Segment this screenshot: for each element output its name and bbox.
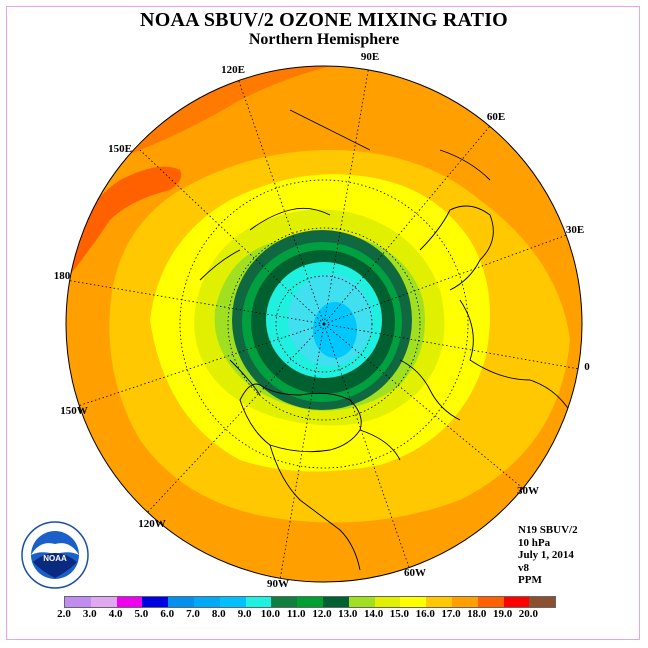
- colorbar-tick-label: 2.0: [57, 608, 71, 620]
- map-frame: [6, 6, 640, 640]
- colorbar-swatch: [219, 597, 246, 607]
- logo-text: NOAA: [43, 554, 67, 563]
- info-version: v8: [518, 561, 529, 574]
- colorbar-tick-label: 16.0: [415, 608, 435, 620]
- lon-label-150w: 150W: [60, 405, 88, 417]
- graticule: [66, 66, 582, 581]
- colorbar-swatch: [374, 597, 401, 607]
- lon-label-60e: 60E: [487, 111, 505, 123]
- colorbar-swatch: [451, 597, 478, 607]
- colorbar-swatch: [193, 597, 220, 607]
- lon-label-30w: 30W: [517, 485, 539, 497]
- info-block: N19 SBUV/2 10 hPa July 1, 2014 v8 PPM: [518, 524, 578, 587]
- colorbar-swatch: [529, 597, 556, 607]
- lon-label-90e: 90E: [361, 51, 379, 63]
- map-title: NOAA SBUV/2 OZONE MIXING RATIO: [140, 9, 508, 31]
- lon-label-120w: 120W: [138, 518, 166, 530]
- colorbar-swatch: [477, 597, 504, 607]
- info-units: PPM: [518, 574, 542, 586]
- colorbar: [64, 596, 557, 608]
- coastlines: [199, 109, 576, 571]
- lon-label-150e: 150E: [108, 143, 132, 155]
- colorbar-swatch: [348, 597, 375, 607]
- lon-label-60w: 60W: [404, 567, 426, 579]
- colorbar-swatch: [297, 597, 323, 607]
- colorbar-swatch: [400, 597, 427, 607]
- noaa-logo-icon: NOAA: [21, 521, 89, 589]
- map-boundary: [65, 65, 583, 583]
- colorbar-tick-label: 12.0: [312, 608, 332, 620]
- map-subtitle: Northern Hemisphere: [248, 31, 400, 48]
- colorbar-tick-label: 7.0: [186, 608, 200, 620]
- colorbar-swatch: [90, 597, 117, 607]
- colorbar-swatch: [245, 597, 272, 607]
- lon-label-30e: 30E: [566, 224, 584, 236]
- colorbar-swatch: [142, 597, 169, 607]
- info-satellite: N19 SBUV/2: [518, 524, 578, 536]
- colorbar-tick-label: 8.0: [211, 608, 226, 620]
- colorbar-tick-label: 17.0: [441, 608, 461, 620]
- info-date: July 1, 2014: [518, 549, 574, 561]
- colorbar-swatch: [65, 597, 91, 607]
- colorbar-tick-label: 4.0: [108, 608, 123, 620]
- lon-label-90w: 90W: [267, 578, 289, 590]
- info-pressure: 10 hPa: [518, 536, 551, 549]
- colorbar-tick-label: 15.0: [389, 608, 410, 620]
- colorbar-tick-label: 11.0: [286, 608, 306, 620]
- colorbar-tick-label: 18.0: [467, 608, 487, 620]
- ozone-field: [66, 66, 582, 582]
- colorbar-tick-label: 10.0: [260, 608, 281, 620]
- colorbar-tick-label: 9.0: [237, 608, 252, 620]
- colorbar-tick-label: 3.0: [82, 608, 97, 620]
- colorbar-ticks: 2.0 3.0 4.0 5.0 6.0 7.0 8.0 9.0 10.0 11.0 12.0 13.0…: [48, 608, 608, 622]
- colorbar-swatch: [271, 597, 298, 607]
- colorbar-swatch: [426, 597, 452, 607]
- colorbar-swatch: [322, 597, 349, 607]
- lon-label-120e: 120E: [221, 64, 245, 76]
- lon-label-0: 0: [584, 361, 590, 373]
- colorbar-tick-label: 6.0: [160, 608, 175, 620]
- colorbar-tick-label: 13.0: [338, 608, 358, 620]
- colorbar-swatch: [168, 597, 194, 607]
- colorbar-swatch: [503, 597, 530, 607]
- colorbar-swatch: [116, 597, 143, 607]
- colorbar-tick-label: 14.0: [363, 608, 384, 620]
- colorbar-tick-label: 19.0: [492, 608, 513, 620]
- colorbar-tick-label: 20.0: [518, 608, 539, 620]
- lon-label-180: 180: [54, 270, 71, 282]
- colorbar-tick-label: 5.0: [134, 608, 149, 620]
